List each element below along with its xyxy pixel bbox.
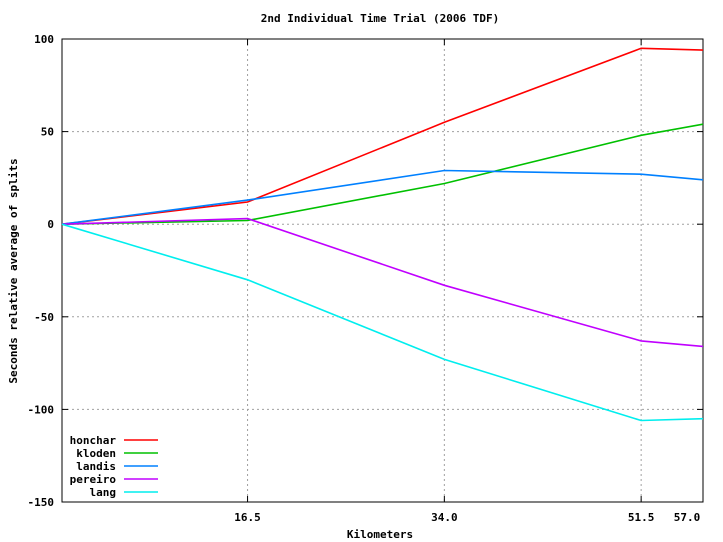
x-axis-ticks: 16.5 34.0 51.5 57.0: [234, 39, 704, 524]
series-lines: [61, 47, 704, 422]
x-tick-label: 16.5: [234, 511, 261, 524]
legend-label-landis: landis: [76, 460, 116, 473]
x-tick-label: 34.0: [431, 511, 458, 524]
legend-label-pereiro: pereiro: [70, 473, 117, 486]
y-tick-label: -150: [28, 496, 55, 509]
legend-label-honchar: honchar: [70, 434, 117, 447]
y-axis-ticks: 100 50 0 -50 -100 -150: [28, 33, 703, 509]
x-tick-label: 51.5: [628, 511, 655, 524]
series-line-landis: [61, 169, 704, 225]
series-line-kloden: [61, 123, 704, 225]
y-tick-label: -100: [28, 403, 55, 416]
x-axis-label: Kilometers: [347, 528, 413, 541]
y-tick-label: -50: [34, 311, 54, 324]
grid-lines: [62, 39, 703, 502]
plot-border: [61, 38, 704, 503]
y-tick-label: 0: [47, 218, 54, 231]
series-line-lang: [61, 223, 704, 422]
y-axis-label: Seconds relative average of splits: [7, 158, 20, 383]
y-tick-label: 100: [34, 33, 54, 46]
legend-label-kloden: kloden: [76, 447, 116, 460]
chart-title: 2nd Individual Time Trial (2006 TDF): [261, 12, 499, 25]
series-line-pereiro: [61, 217, 704, 348]
x-tick-label: 57.0: [674, 511, 701, 524]
series-line-honchar: [61, 47, 704, 225]
legend-label-lang: lang: [90, 486, 117, 499]
y-tick-label: 50: [41, 126, 54, 139]
